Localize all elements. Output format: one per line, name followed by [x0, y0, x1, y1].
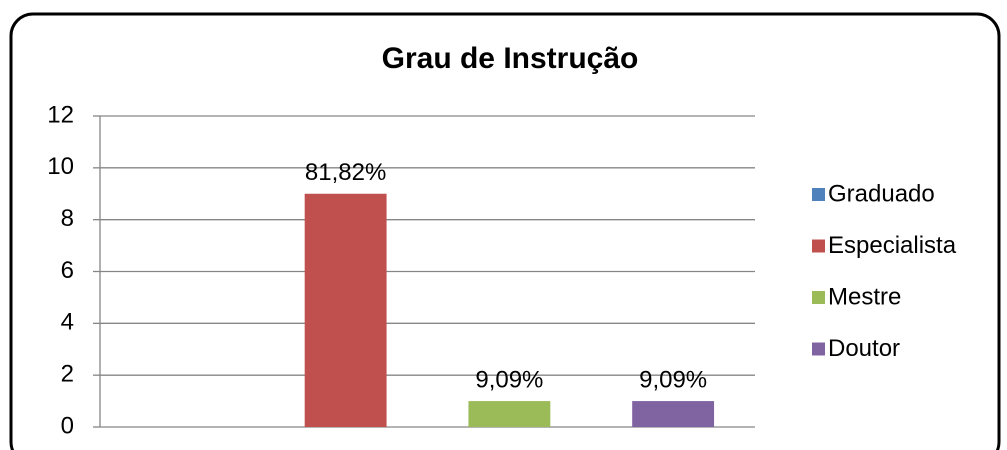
bar	[304, 193, 387, 427]
bar	[468, 401, 551, 427]
y-tick-label: 12	[47, 101, 74, 128]
legend-label: Graduado	[828, 180, 935, 207]
legend-label: Mestre	[828, 283, 901, 310]
bar	[632, 401, 715, 427]
chart-frame	[9, 12, 1001, 450]
y-tick-label: 2	[61, 361, 74, 388]
legend-label: Doutor	[828, 335, 900, 362]
y-tick-label: 10	[47, 153, 74, 180]
y-tick-label: 4	[61, 309, 74, 336]
chart-title: Grau de Instrução	[382, 42, 639, 75]
data-label: 9,09%	[639, 366, 707, 393]
legend-swatch	[812, 342, 825, 356]
y-tick-label: 6	[61, 257, 74, 284]
legend-swatch	[812, 188, 825, 201]
legend-swatch	[812, 291, 825, 304]
y-tick-label: 0	[61, 412, 74, 439]
y-tick-label: 8	[61, 205, 74, 232]
data-label: 9,09%	[475, 366, 543, 393]
legend-label: Especialista	[828, 232, 957, 259]
data-label: 81,82%	[305, 159, 386, 186]
legend-swatch	[812, 239, 825, 253]
